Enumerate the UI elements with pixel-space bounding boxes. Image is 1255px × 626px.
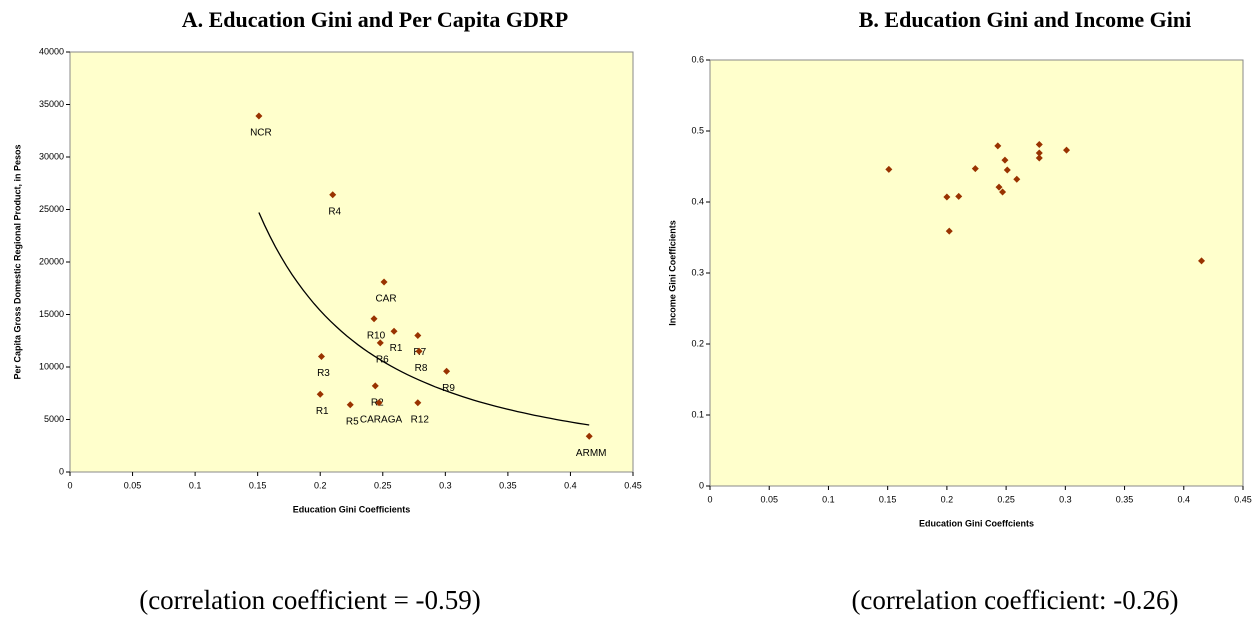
- y-tick-label: 0.3: [691, 267, 704, 277]
- point: [995, 183, 1003, 191]
- point: [346, 401, 354, 409]
- point-label: R3: [317, 368, 330, 379]
- trendline: [258, 212, 590, 426]
- y-tick-label: 30000: [39, 151, 64, 161]
- y-tick-label: 0.4: [691, 196, 704, 206]
- y-tick-label: 0.6: [691, 54, 704, 64]
- point: [1001, 156, 1009, 164]
- point: [375, 399, 383, 407]
- y-axis-label: Income Gini Coefficients: [667, 220, 677, 326]
- point: [1063, 146, 1071, 154]
- point: [329, 191, 337, 199]
- plot-area: [709, 59, 1244, 487]
- y-axis-label: Per Capita Gross Domestic Regional Produ…: [12, 144, 22, 379]
- x-tick-label: 0.35: [1116, 494, 1134, 504]
- point: [1013, 175, 1021, 183]
- x-axis-label: Education Gini Coefficients: [293, 504, 411, 514]
- point-label: ARMM: [576, 448, 607, 459]
- x-tick-label: 0.15: [249, 480, 267, 490]
- y-tick-label: 0: [59, 466, 64, 476]
- point-label: CARAGA: [360, 414, 403, 425]
- x-tick-label: 0.4: [1178, 494, 1191, 504]
- x-tick-label: 0.35: [499, 480, 517, 490]
- x-tick-label: 0.05: [124, 480, 142, 490]
- point-label: R12: [411, 414, 430, 425]
- point: [390, 327, 398, 335]
- point-label: R5: [346, 416, 359, 427]
- point: [999, 188, 1007, 196]
- point: [380, 278, 388, 286]
- point: [994, 142, 1002, 150]
- point-label: R6: [376, 354, 389, 365]
- y-tick-label: 25000: [39, 204, 64, 214]
- point: [316, 390, 324, 398]
- y-tick-label: 0.1: [691, 409, 704, 419]
- y-tick-label: 0: [699, 480, 704, 490]
- point: [955, 192, 963, 200]
- point: [1003, 166, 1011, 174]
- point-label: R8: [415, 363, 428, 374]
- point: [414, 399, 422, 407]
- chart-title: A. Education Gini and Per Capita GDRP: [182, 7, 568, 32]
- y-tick-label: 35000: [39, 99, 64, 109]
- x-tick-label: 0.05: [760, 494, 778, 504]
- point: [415, 347, 423, 355]
- y-tick-label: 0.2: [691, 338, 704, 348]
- point: [943, 193, 951, 201]
- x-tick-label: 0.45: [624, 480, 642, 490]
- x-tick-label: 0.45: [1234, 494, 1252, 504]
- point: [255, 112, 263, 120]
- x-axis-label: Education Gini Coeffcients: [919, 518, 1034, 528]
- x-tick-label: 0: [707, 494, 712, 504]
- point: [1035, 140, 1043, 148]
- x-tick-label: 0.4: [564, 480, 577, 490]
- point: [376, 339, 384, 347]
- y-tick-label: 0.5: [691, 125, 704, 135]
- caption: (correlation coefficient = -0.59): [139, 585, 481, 615]
- caption: (correlation coefficient: -0.26): [851, 585, 1178, 615]
- point: [443, 367, 451, 375]
- x-tick-label: 0.2: [314, 480, 327, 490]
- point-label: NCR: [250, 128, 272, 139]
- point: [1198, 257, 1206, 265]
- point-label: R1: [316, 406, 329, 417]
- point: [971, 165, 979, 173]
- x-tick-label: 0.3: [1059, 494, 1072, 504]
- point: [1035, 154, 1043, 162]
- point-label: R10: [367, 330, 386, 341]
- x-tick-label: 0.1: [189, 480, 202, 490]
- point: [945, 227, 953, 235]
- x-tick-label: 0.25: [997, 494, 1015, 504]
- point: [371, 382, 379, 390]
- point-label: R1: [390, 343, 403, 354]
- y-tick-label: 15000: [39, 309, 64, 319]
- x-tick-label: 0.1: [822, 494, 835, 504]
- x-tick-label: 0.25: [374, 480, 392, 490]
- point-label: CAR: [375, 294, 396, 305]
- point-label: R9: [442, 383, 455, 394]
- point: [414, 332, 422, 339]
- plot-area: [69, 51, 634, 473]
- y-tick-label: 20000: [39, 256, 64, 266]
- y-tick-label: 5000: [44, 414, 64, 424]
- x-tick-label: 0: [67, 480, 72, 490]
- point: [370, 315, 378, 323]
- point: [317, 353, 325, 360]
- chart-title: B. Education Gini and Income Gini: [859, 7, 1192, 32]
- x-tick-label: 0.2: [941, 494, 954, 504]
- y-tick-label: 40000: [39, 46, 64, 56]
- point: [585, 432, 593, 440]
- x-tick-label: 0.3: [439, 480, 452, 490]
- point: [885, 165, 893, 173]
- x-tick-label: 0.15: [879, 494, 897, 504]
- point-label: R4: [328, 206, 341, 217]
- point: [1035, 149, 1043, 157]
- y-tick-label: 10000: [39, 361, 64, 371]
